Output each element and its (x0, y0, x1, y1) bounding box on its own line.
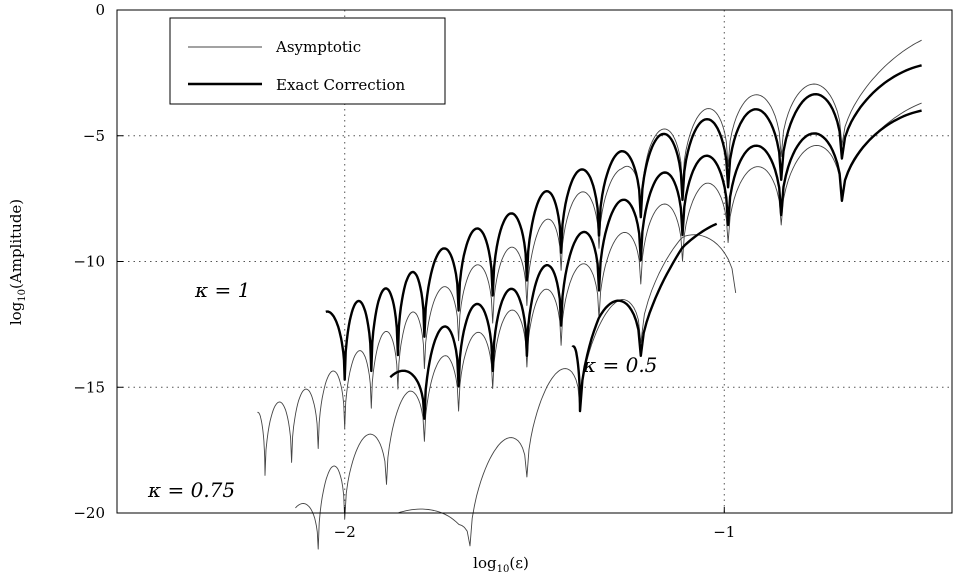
legend-label-asymptotic: Asymptotic (275, 38, 361, 56)
exact-correction-line-kappa-1 (325, 64, 922, 381)
curves (257, 39, 922, 550)
x-tick-label: −1 (713, 523, 735, 541)
curve-label-kappa-1: κ = 1 (194, 278, 250, 302)
legend-label-exact: Exact Correction (276, 76, 406, 94)
asymptotic-line-kappa-1 (257, 39, 922, 476)
legend-box (169, 17, 446, 105)
asymptotic-line-kappa-0-75 (295, 102, 922, 550)
x-axis-label: log10(ε) (473, 554, 529, 573)
legend: Asymptotic Exact Correction (169, 17, 446, 105)
y-tick-label: −10 (73, 253, 105, 271)
exact-correction-line-kappa-0-5 (571, 222, 718, 413)
exact-correction-line-kappa-0-75 (389, 109, 922, 420)
y-tick-label: 0 (95, 1, 105, 19)
y-tick-label: −5 (83, 127, 105, 145)
curve-label-kappa-0-5: κ = 0.5 (582, 353, 657, 377)
ticks: −2 −10−5−10−15−20 (73, 1, 735, 541)
y-tick-label: −15 (73, 378, 105, 396)
x-tick-label: −2 (334, 523, 356, 541)
curve-label-kappa-0-75: κ = 0.75 (147, 478, 235, 502)
asymptotic-line-kappa-0-5 (397, 234, 737, 547)
y-axis-label: log10(Amplitude) (7, 199, 28, 325)
y-tick-label: −20 (73, 504, 105, 522)
